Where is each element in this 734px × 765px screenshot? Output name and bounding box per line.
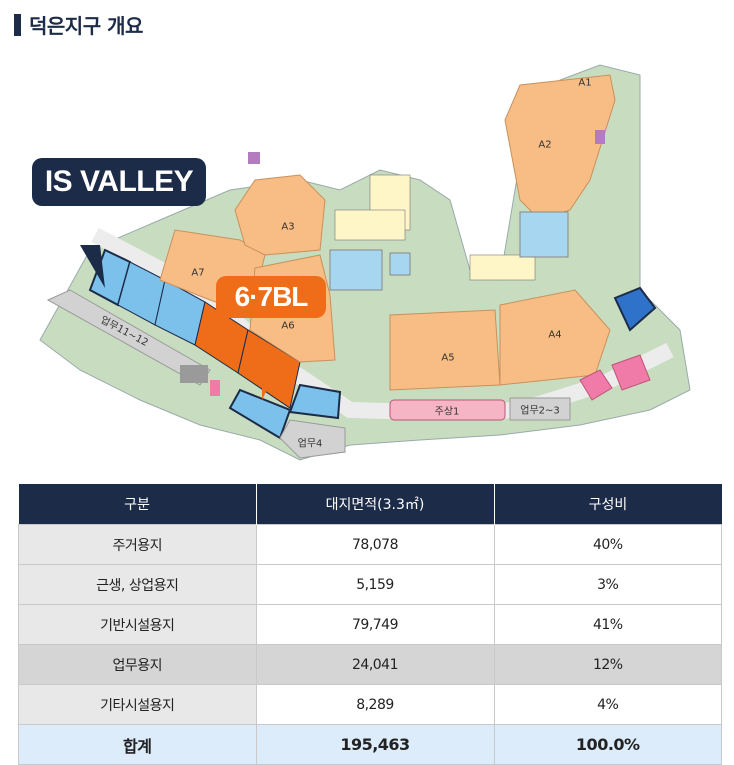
label-a7: A7 [191,267,205,279]
is-valley-pointer [80,245,105,288]
table-total-row: 합계 195,463 100.0% [18,724,722,765]
label-a4: A4 [548,329,562,341]
label-a6: A6 [281,320,295,332]
total-area: 195,463 [255,724,495,765]
block-6-7-callout: 6·7BL [216,276,326,318]
label-work-4: 업무4 [297,438,323,450]
villa-grid [334,174,536,281]
title-marker [14,13,21,36]
row-area: 8,289 [255,684,495,725]
total-category: 합계 [18,724,257,765]
row-area: 5,159 [255,564,495,605]
row-category: 주거용지 [18,524,257,565]
row-ratio: 40% [493,524,722,565]
table-header-row: 구분 대지면적(3.3㎡) 구성비 [18,484,722,525]
row-category: 기타시설용지 [18,684,257,725]
row-category: 근생, 상업용지 [18,564,257,605]
block-pointer [262,358,282,400]
row-ratio: 12% [493,644,722,685]
pink-block-right-2 [611,354,651,391]
facility-block-2 [519,211,569,258]
row-category: 기반시설용지 [18,604,257,645]
row-area: 24,041 [255,644,495,685]
table-row: 근생, 상업용지 5,159 3% [18,564,722,605]
residential-a3 [234,174,326,256]
section-title: 덕은지구 개요 [14,10,143,39]
land-use-table: 구분 대지면적(3.3㎡) 구성비 주거용지 78,078 40% 근생, 상업… [18,484,722,765]
is-valley-callout: IS VALLEY [32,158,206,206]
label-a2: A2 [538,139,552,151]
residential-a4 [499,289,611,386]
site-map: IS VALLEY 6·7BL A1 A2 A3 A4 A5 A6 A7 업무1… [0,40,734,480]
row-category: 업무용지 [18,644,257,685]
work-2-3-block [509,397,571,421]
residential-a5 [389,309,501,391]
label-work-2-3: 업무2~3 [520,405,560,417]
label-a3: A3 [281,221,295,233]
business-strip-gray [46,289,211,386]
facility-block-3 [389,252,411,276]
header-ratio: 구성비 [493,484,722,525]
site-map-drawing [39,64,691,461]
small-pink-block [210,380,220,396]
header-category: 구분 [18,484,256,525]
table-row: 기반시설용지 79,749 41% [18,604,722,645]
row-area: 79,749 [255,604,495,645]
row-ratio: 3% [493,564,722,605]
row-ratio: 4% [493,684,722,725]
business-block-5 [288,383,342,420]
table-row: 기타시설용지 8,289 4% [18,684,722,725]
facility-block-1 [329,249,383,291]
row-area: 78,078 [255,524,495,565]
small-gray-block [180,365,208,383]
small-purple-block-2 [248,152,260,164]
label-a5: A5 [441,352,455,364]
small-purple-block [595,130,605,144]
commerce-1-block [389,399,506,421]
page-title: 덕은지구 개요 [29,14,143,38]
work-4-block [279,419,346,459]
label-a1: A1 [578,77,592,89]
row-ratio: 41% [493,604,722,645]
header-area: 대지면적(3.3㎡) [255,484,494,525]
table-row: 업무용지 24,041 12% [18,644,722,685]
total-ratio: 100.0% [493,724,722,765]
business-block-right [613,286,657,332]
pink-block-right-1 [579,369,613,401]
label-commerce-1: 주상1 [434,406,460,418]
residential-a2 [504,74,616,221]
table-row: 주거용지 78,078 40% [18,524,722,565]
